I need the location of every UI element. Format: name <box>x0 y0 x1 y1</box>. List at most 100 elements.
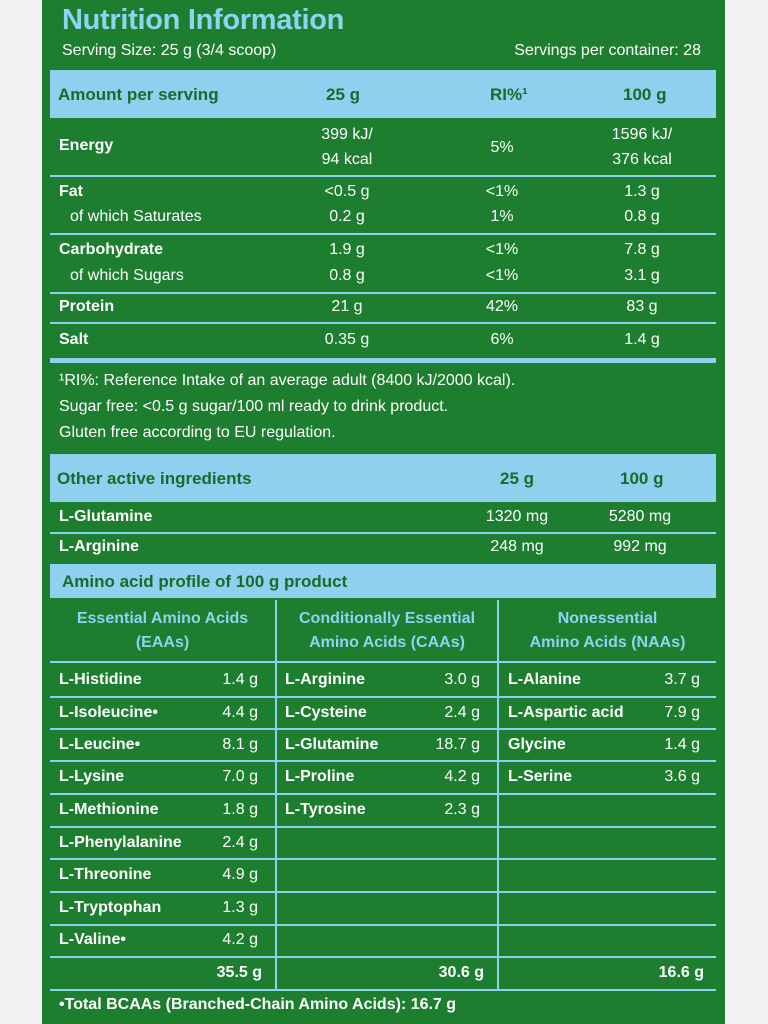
header-100g: 100 g <box>623 85 667 104</box>
carbohydrate-100g: 7.8 g <box>624 241 660 258</box>
caa-value: 18.7 g <box>435 736 480 753</box>
naa-name: Glycine <box>508 736 566 753</box>
divider <box>50 826 716 828</box>
naa-name: L-Aspartic acid <box>508 704 624 721</box>
energy-25g-kcal: 94 kcal <box>321 151 373 168</box>
caa-name: L-Arginine <box>285 671 365 688</box>
salt-100g: 1.4 g <box>624 331 660 348</box>
other-ingredient-name: L-Glutamine <box>59 508 153 525</box>
naa-value: 7.9 g <box>664 704 700 721</box>
naa-title-line1: Nonessential <box>557 610 658 627</box>
saturates-100g: 0.8 g <box>624 208 660 225</box>
eaa-title-line1: Essential Amino Acids <box>76 610 249 627</box>
eaa-name: L-Histidine <box>59 671 142 688</box>
carbohydrate-25g: 1.9 g <box>329 241 365 258</box>
sugars-25g: 0.8 g <box>329 267 365 284</box>
eaa-name: L-Leucine• <box>59 736 141 753</box>
other-ingredient-25g: 248 mg <box>490 538 544 555</box>
divider <box>50 175 716 177</box>
header-amount-per-serving: Amount per serving <box>58 85 219 104</box>
naa-name: L-Alanine <box>508 671 581 688</box>
eaa-name: L-Methionine <box>59 801 159 818</box>
salt-25g: 0.35 g <box>324 331 370 348</box>
divider <box>50 728 716 730</box>
nutrient-energy-label: Energy <box>59 137 114 154</box>
energy-25g-kj: 399 kJ/ <box>321 126 373 143</box>
footnote-gluten-free: Gluten free according to EU regulation. <box>59 424 336 441</box>
amino-profile-header-band: Amino acid profile of 100 g product <box>50 564 716 598</box>
caa-total: 30.6 g <box>438 964 484 981</box>
other-ingredient-25g: 1320 mg <box>485 508 549 525</box>
eaa-value: 4.2 g <box>222 931 258 948</box>
naa-total: 16.6 g <box>658 964 704 981</box>
naa-value: 3.6 g <box>664 768 700 785</box>
divider <box>50 858 716 860</box>
eaa-name: L-Isoleucine• <box>59 704 158 721</box>
divider <box>275 600 277 990</box>
divider <box>50 956 716 958</box>
other-ingredient-name: L-Arginine <box>59 538 139 555</box>
eaa-name: L-Valine• <box>59 931 126 948</box>
other-header-25g: 25 g <box>500 469 535 488</box>
eaa-value: 1.8 g <box>222 801 258 818</box>
amino-profile-title: Amino acid profile of 100 g product <box>62 572 348 591</box>
other-ingredients-title: Other active ingredients <box>57 469 252 488</box>
divider <box>497 600 499 990</box>
eaa-value: 1.3 g <box>222 899 258 916</box>
caa-value: 2.3 g <box>444 801 480 818</box>
header-ri: RI%¹ <box>490 85 528 104</box>
other-ingredient-100g: 992 mg <box>613 538 667 555</box>
fat-ri: <1% <box>485 183 519 200</box>
caa-name: L-Glutamine <box>285 736 379 753</box>
energy-100g-kj: 1596 kJ/ <box>611 126 673 143</box>
fat-25g: <0.5 g <box>324 183 370 200</box>
divider <box>50 696 716 698</box>
caa-title-line1: Conditionally Essential <box>298 610 476 627</box>
eaa-name: L-Lysine <box>59 768 125 785</box>
divider <box>50 924 716 926</box>
divider <box>50 358 716 363</box>
protein-25g: 21 g <box>331 298 363 315</box>
servings-per-container: Servings per container: 28 <box>514 42 701 59</box>
naa-title-line2: Amino Acids (NAAs) <box>529 634 686 651</box>
divider <box>50 891 716 893</box>
salt-ri: 6% <box>490 331 514 348</box>
sugars-ri: <1% <box>485 267 519 284</box>
naa-value: 1.4 g <box>664 736 700 753</box>
eaa-title-line2: (EAAs) <box>135 634 190 651</box>
eaa-value: 4.4 g <box>222 704 258 721</box>
saturates-ri: 1% <box>490 208 514 225</box>
caa-value: 3.0 g <box>444 671 480 688</box>
eaa-value: 4.9 g <box>222 866 258 883</box>
divider <box>50 661 716 663</box>
eaa-value: 8.1 g <box>222 736 258 753</box>
energy-ri: 5% <box>490 139 514 156</box>
eaa-total: 35.5 g <box>216 964 262 981</box>
other-ingredients-header-band: Other active ingredients 25 g 100 g <box>50 454 716 502</box>
serving-size: Serving Size: 25 g (3/4 scoop) <box>62 42 277 59</box>
divider <box>50 989 716 991</box>
nutrient-sugars-label: of which Sugars <box>70 267 184 284</box>
eaa-value: 7.0 g <box>222 768 258 785</box>
header-25g: 25 g <box>326 85 361 104</box>
fat-100g: 1.3 g <box>624 183 660 200</box>
eaa-name: L-Tryptophan <box>59 899 162 916</box>
divider <box>50 760 716 762</box>
divider <box>50 532 716 534</box>
protein-ri: 42% <box>485 298 519 315</box>
eaa-value: 2.4 g <box>222 834 258 851</box>
other-header-100g: 100 g <box>620 469 664 488</box>
nutrient-salt-label: Salt <box>59 331 89 348</box>
nutrition-panel: Nutrition Information Serving Size: 25 g… <box>42 0 725 1024</box>
nutrient-carbohydrate-label: Carbohydrate <box>59 241 164 258</box>
page-title: Nutrition Information <box>62 4 345 36</box>
divider <box>50 322 716 324</box>
caa-name: L-Tyrosine <box>285 801 366 818</box>
caa-title-line2: Amino Acids (CAAs) <box>309 634 465 651</box>
naa-value: 3.7 g <box>664 671 700 688</box>
bcaa-total-note: •Total BCAAs (Branched-Chain Amino Acids… <box>59 996 457 1013</box>
footnote-sugar-free: Sugar free: <0.5 g sugar/100 ml ready to… <box>59 398 449 415</box>
caa-name: L-Proline <box>285 768 355 785</box>
nutrient-fat-label: Fat <box>59 183 83 200</box>
energy-100g-kcal: 376 kcal <box>612 151 672 168</box>
